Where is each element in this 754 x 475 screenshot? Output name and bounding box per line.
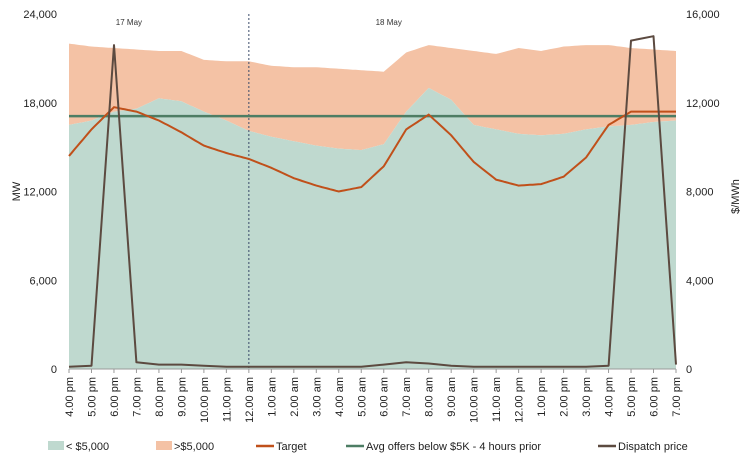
x-tick-label: 7.00 pm [671,377,683,417]
x-tick-label: 11.00 am [491,377,503,422]
legend-label: Avg offers below $5K - 4 hours prior [366,441,541,453]
x-tick-label: 9.00 am [446,377,458,417]
x-tick-label: 6.00 pm [109,377,121,417]
x-tick-label: 6.00 pm [649,377,661,417]
x-tick-label: 10.00 am [469,377,481,423]
dispatch-price-line [68,35,677,368]
x-tick-label: 5.00 pm [626,377,638,417]
x-tick-label: 8.00 pm [154,377,166,417]
legend-label: Dispatch price [618,441,688,453]
x-tick-label: 2.00 am [289,377,301,417]
area-above-5000 [69,43,676,151]
x-tick-label: 10.00 pm [199,377,211,423]
x-tick-label: 3.00 am [311,377,323,417]
x-tick-label: 9.00 pm [176,377,188,417]
legend-label: Target [276,441,307,453]
x-tick-label: 1.00 am [266,377,278,417]
x-tick-label: 6.00 am [379,377,391,417]
x-tick-label: 5.00 pm [86,377,98,417]
day-label-17-may: 17 May [116,18,142,27]
x-tick-label: 5.00 am [356,377,368,417]
y-left-axis-title: MW [11,181,23,201]
y-right-axis-title: $/MWh [730,179,742,214]
legend-swatch [48,441,64,450]
legend-label: < $5,000 [66,441,109,453]
legend-label: >$5,000 [174,441,214,453]
y-right-tick-label: 8,000 [686,187,714,199]
y-left-tick-label: 18,000 [23,98,57,110]
x-tick-label: 2.00 pm [559,377,571,417]
legend-swatch [156,441,172,450]
y-right-tick-label: 12,000 [686,98,720,110]
x-tick-label: 12.00 pm [514,377,526,423]
x-tick-label: 4.00 pm [64,377,76,417]
x-tick-label: 3.00 pm [581,377,593,417]
x-tick-label: 7.00 pm [131,377,143,417]
y-right-tick-label: 0 [686,364,692,376]
x-tick-label: 8.00 am [424,377,436,417]
x-tick-label: 11.00 pm [221,377,233,422]
x-tick-label: 7.00 am [401,377,413,417]
x-tick-label: 12.00 am [244,377,256,423]
y-left-tick-label: 6,000 [29,275,57,287]
x-tick-label: 4.00 pm [604,377,616,417]
x-tick-label: 1.00 pm [536,377,548,417]
y-right-tick-label: 4,000 [686,275,714,287]
area-below-5000 [69,88,676,369]
day-label-18-may: 18 May [376,18,402,27]
target-line [68,106,676,193]
x-tick-label: 4.00 am [334,377,346,417]
y-right-tick-label: 16,000 [686,9,720,21]
y-left-tick-label: 24,000 [23,9,57,21]
y-left-tick-label: 12,000 [23,187,57,199]
y-left-tick-label: 0 [51,364,57,376]
